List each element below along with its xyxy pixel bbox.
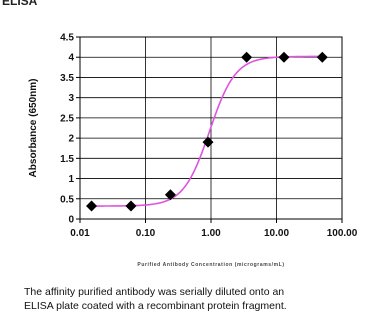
x-tick-label: 0.01: [70, 228, 90, 239]
x-tick-label: 10.00: [264, 228, 289, 239]
x-tick-label: 0.10: [136, 228, 156, 239]
chart-svg: 0 0.5 1 1.5 2 2.5 3 3.5 4 4.5 0.01 0.10 1.00 10.00 10…: [28, 33, 358, 269]
figure-heading: ELISA: [2, 0, 38, 8]
x-axis-ticks: 0.01 0.10 1.00 10.00 100.00: [70, 219, 358, 239]
figure-caption: The affinity purified antibody was seria…: [24, 285, 369, 313]
plot-frame: [79, 36, 343, 220]
data-point-diamond: [202, 136, 214, 148]
y-axis-title: Absorbance (650nm): [28, 79, 39, 178]
data-point-diamond: [316, 51, 328, 63]
y-tick-label: 4.5: [60, 33, 74, 44]
elisa-chart: 0 0.5 1 1.5 2 2.5 3 3.5 4 4.5 0.01 0.10 1.00 10.00 10…: [28, 33, 358, 269]
y-tick-label: 4: [68, 53, 74, 64]
x-tick-label: 100.00: [327, 228, 358, 239]
data-point-diamond: [278, 51, 290, 63]
data-point-diamond: [125, 200, 137, 212]
data-points: [86, 51, 328, 212]
caption-line-1: The affinity purified antibody was seria…: [24, 286, 285, 298]
data-point-diamond: [164, 189, 176, 201]
data-point-diamond: [241, 51, 253, 63]
y-tick-label: 2.5: [60, 113, 74, 124]
x-axis-title: Purified Antibody Concentration (microgr…: [137, 262, 284, 268]
y-tick-label: 1: [68, 174, 74, 185]
data-point-diamond: [86, 200, 98, 212]
y-axis-ticks: 0 0.5 1 1.5 2 2.5 3 3.5 4 4.5: [60, 33, 80, 226]
y-tick-label: 0.5: [60, 194, 74, 205]
caption-line-2: ELISA plate coated with a recombinant pr…: [24, 300, 287, 312]
y-tick-label: 3.5: [60, 73, 74, 84]
y-tick-label: 3: [68, 93, 74, 104]
y-tick-label: 1.5: [60, 154, 74, 165]
y-tick-label: 2: [68, 134, 74, 145]
x-tick-label: 1.00: [201, 228, 221, 239]
y-tick-label: 0: [68, 215, 74, 226]
